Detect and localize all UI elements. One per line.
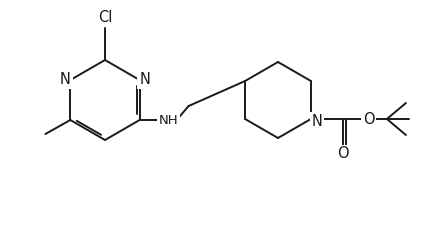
Text: O: O	[363, 111, 375, 127]
Text: Cl: Cl	[98, 10, 112, 25]
Text: N: N	[60, 73, 71, 88]
Text: N: N	[139, 73, 150, 88]
Text: N: N	[312, 114, 322, 129]
Text: O: O	[337, 147, 349, 162]
Text: NH: NH	[159, 114, 179, 127]
